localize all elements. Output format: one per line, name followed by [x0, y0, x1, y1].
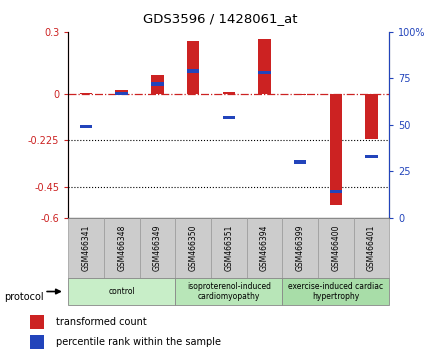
- Text: GSM466350: GSM466350: [189, 224, 198, 271]
- Text: GSM466394: GSM466394: [260, 224, 269, 271]
- Bar: [80, 125, 92, 128]
- Text: GSM466341: GSM466341: [81, 224, 91, 271]
- Bar: [68, 218, 104, 278]
- Bar: [258, 71, 271, 74]
- Text: GDS3596 / 1428061_at: GDS3596 / 1428061_at: [143, 12, 297, 25]
- Bar: [30, 335, 44, 348]
- Text: protocol: protocol: [4, 292, 44, 302]
- Bar: [187, 41, 199, 94]
- Bar: [139, 218, 175, 278]
- Text: control: control: [108, 287, 135, 296]
- Bar: [104, 218, 139, 278]
- Bar: [115, 92, 128, 95]
- Text: GSM466400: GSM466400: [331, 224, 341, 271]
- Bar: [115, 90, 128, 94]
- Bar: [223, 116, 235, 119]
- Bar: [175, 218, 211, 278]
- Text: isoproterenol-induced
cardiomyopathy: isoproterenol-induced cardiomyopathy: [187, 282, 271, 301]
- Bar: [211, 218, 247, 278]
- Bar: [30, 315, 44, 329]
- Bar: [354, 218, 389, 278]
- Bar: [365, 94, 378, 139]
- Bar: [187, 69, 199, 73]
- Bar: [175, 278, 282, 305]
- Bar: [330, 190, 342, 193]
- Bar: [294, 94, 306, 95]
- Text: percentile rank within the sample: percentile rank within the sample: [56, 337, 221, 347]
- Bar: [258, 39, 271, 94]
- Text: GSM466399: GSM466399: [296, 224, 304, 271]
- Bar: [294, 160, 306, 164]
- Bar: [151, 82, 164, 86]
- Text: GSM466349: GSM466349: [153, 224, 162, 271]
- Text: exercise-induced cardiac
hypertrophy: exercise-induced cardiac hypertrophy: [288, 282, 383, 301]
- Bar: [247, 218, 282, 278]
- Bar: [365, 155, 378, 158]
- Bar: [282, 218, 318, 278]
- Bar: [68, 278, 175, 305]
- Bar: [330, 94, 342, 205]
- Bar: [282, 278, 389, 305]
- Bar: [151, 75, 164, 94]
- Text: GSM466351: GSM466351: [224, 224, 233, 271]
- Bar: [223, 92, 235, 94]
- Text: transformed count: transformed count: [56, 318, 147, 327]
- Bar: [318, 218, 354, 278]
- Text: GSM466348: GSM466348: [117, 224, 126, 271]
- Text: GSM466401: GSM466401: [367, 224, 376, 271]
- Bar: [80, 93, 92, 94]
